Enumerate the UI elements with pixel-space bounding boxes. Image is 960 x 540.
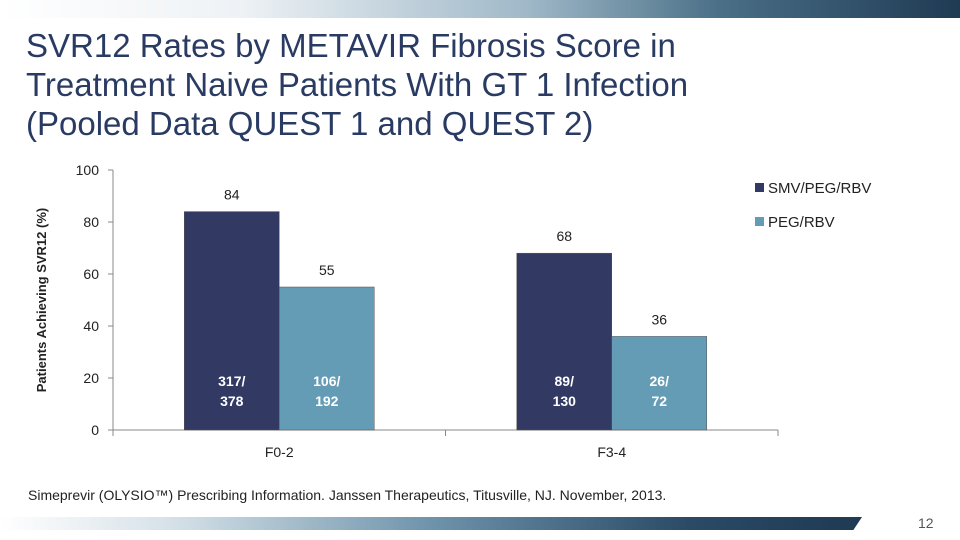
top-decorative-band bbox=[0, 0, 960, 18]
bar-value-label: 36 bbox=[651, 311, 667, 327]
y-tick-label: 0 bbox=[91, 422, 99, 438]
bar-count-label: 26/ bbox=[650, 373, 670, 389]
x-category-label: F3-4 bbox=[597, 444, 626, 460]
bar-count-label: 130 bbox=[553, 393, 577, 409]
y-tick-label: 40 bbox=[83, 318, 99, 334]
bar bbox=[184, 211, 280, 431]
legend-label: SMV/PEG/RBV bbox=[768, 180, 871, 197]
bar-count-label: 106/ bbox=[313, 373, 340, 389]
bar-value-label: 68 bbox=[556, 228, 572, 244]
legend-swatch bbox=[755, 217, 764, 226]
bar-count-label: 378 bbox=[220, 393, 244, 409]
bar-count-label: 89/ bbox=[555, 373, 575, 389]
x-category-label: F0-2 bbox=[265, 444, 294, 460]
y-tick-label: 80 bbox=[83, 214, 99, 230]
bar bbox=[611, 336, 707, 431]
slide-title-line-2: Treatment Naive Patients With GT 1 Infec… bbox=[26, 66, 689, 103]
bar-value-label: 84 bbox=[224, 187, 240, 203]
page-number: 12 bbox=[918, 515, 934, 531]
bar-value-label: 55 bbox=[319, 262, 335, 278]
slide-title-line-1: SVR12 Rates by METAVIR Fibrosis Score in bbox=[26, 27, 676, 64]
bar bbox=[516, 252, 612, 431]
bar-count-label: 72 bbox=[651, 393, 667, 409]
legend-label: PEG/RBV bbox=[768, 214, 835, 231]
bar-count-label: 192 bbox=[315, 393, 339, 409]
bottom-decorative-band bbox=[0, 517, 862, 530]
y-tick-label: 60 bbox=[83, 266, 99, 282]
bar bbox=[279, 286, 375, 431]
legend-swatch bbox=[755, 183, 764, 192]
slide-title-line-3: (Pooled Data QUEST 1 and QUEST 2) bbox=[26, 105, 594, 142]
slide-title: SVR12 Rates by METAVIR Fibrosis Score in… bbox=[26, 26, 926, 143]
y-tick-label: 20 bbox=[83, 370, 99, 386]
svr12-bar-chart: 0 20 40 60 80 100 84 317/378 55 106/192 F0-2 68 89/1… bbox=[34, 162, 871, 460]
footnote-citation: Simeprevir (OLYSIO™) Prescribing Informa… bbox=[28, 487, 667, 503]
bar-count-label: 317/ bbox=[218, 373, 245, 389]
y-axis-title: Patients Achieving SVR12 (%) bbox=[34, 208, 49, 392]
y-tick-label: 100 bbox=[76, 162, 100, 178]
